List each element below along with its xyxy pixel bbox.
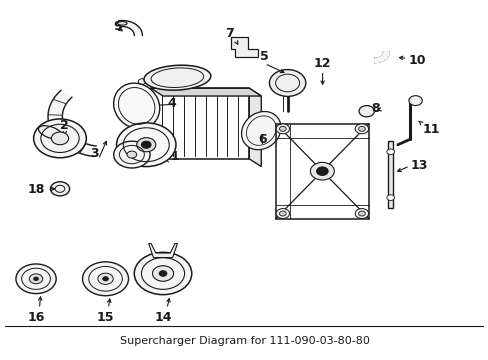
Circle shape [358,211,365,216]
Ellipse shape [135,95,157,104]
Circle shape [159,271,166,276]
Circle shape [127,127,135,133]
Polygon shape [151,88,261,96]
Circle shape [279,211,285,216]
Text: 11: 11 [422,123,439,136]
Polygon shape [231,37,257,57]
Polygon shape [48,90,96,157]
Circle shape [316,167,327,175]
Circle shape [408,96,422,105]
Circle shape [98,273,113,284]
Text: 8: 8 [370,102,379,115]
Circle shape [386,195,394,201]
Text: 18: 18 [27,183,44,196]
Text: 16: 16 [27,311,44,324]
Circle shape [269,69,305,96]
Text: 2: 2 [61,120,69,132]
Polygon shape [151,88,249,159]
Ellipse shape [143,65,210,90]
Circle shape [358,126,365,131]
Circle shape [136,138,156,152]
Circle shape [134,252,191,294]
Circle shape [16,264,56,294]
Circle shape [102,277,108,281]
Circle shape [113,141,150,168]
Ellipse shape [113,83,160,129]
Circle shape [138,79,145,84]
Circle shape [276,208,289,219]
Circle shape [50,182,69,196]
Circle shape [34,277,39,280]
Circle shape [51,132,68,145]
Circle shape [82,262,128,296]
Circle shape [310,162,334,180]
Circle shape [127,151,137,158]
Circle shape [29,274,42,284]
Text: 12: 12 [313,57,331,69]
Polygon shape [374,52,388,63]
Circle shape [358,105,374,117]
Text: 1: 1 [170,150,179,163]
Text: 17: 17 [137,141,154,154]
Polygon shape [119,21,142,35]
Circle shape [279,126,285,131]
Circle shape [386,149,394,154]
Polygon shape [148,243,177,258]
Circle shape [354,124,368,134]
Ellipse shape [241,112,281,150]
Polygon shape [275,123,368,219]
Text: 13: 13 [410,159,427,172]
Circle shape [354,208,368,219]
Text: 5: 5 [260,50,268,63]
Circle shape [116,123,176,167]
Text: 10: 10 [408,54,426,67]
Polygon shape [249,88,261,167]
Text: 14: 14 [154,311,171,324]
Ellipse shape [117,22,127,25]
Text: 6: 6 [258,133,266,146]
Text: 4: 4 [167,96,176,109]
Polygon shape [387,141,392,208]
Text: 7: 7 [225,27,233,40]
Circle shape [141,141,151,148]
Ellipse shape [39,126,62,139]
Text: 15: 15 [97,311,114,324]
Circle shape [276,124,289,134]
Circle shape [152,266,173,281]
Text: 3: 3 [90,147,99,159]
Text: 9: 9 [113,21,122,33]
Circle shape [34,119,86,158]
Text: Supercharger Diagram for 111-090-03-80-80: Supercharger Diagram for 111-090-03-80-8… [120,336,368,346]
